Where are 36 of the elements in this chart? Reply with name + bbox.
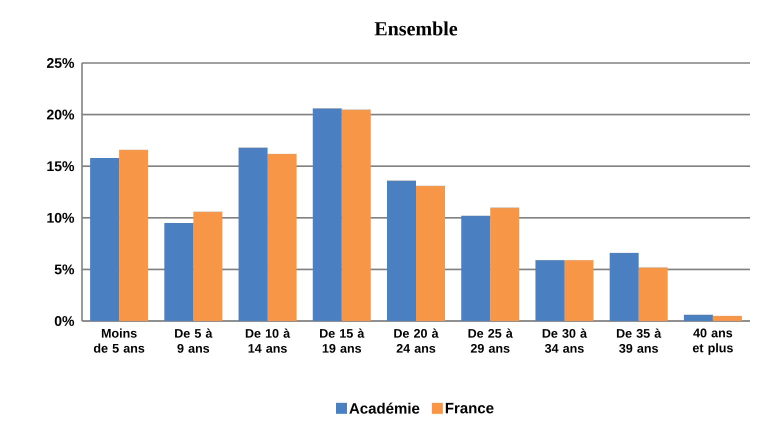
chart-title: Ensemble	[374, 21, 458, 36]
x-tick-label: De 25 à 29 ans	[468, 328, 513, 353]
y-tick-label: 15%	[47, 161, 74, 172]
bar	[119, 150, 148, 321]
bar	[490, 207, 520, 321]
x-tick-label: De 20 à 24 ans	[394, 328, 439, 353]
bar	[684, 314, 713, 321]
legend-label: France	[446, 402, 494, 414]
legend-label: Académie	[349, 402, 420, 414]
bar	[164, 222, 194, 321]
bar	[312, 108, 342, 321]
x-tick-label: De 35 à 39 ans	[616, 328, 662, 353]
bar	[193, 212, 222, 321]
x-tick-label: 40 ans et plus	[692, 328, 733, 355]
bar	[416, 186, 445, 321]
y-tick-label: 5%	[54, 264, 74, 274]
y-tick-label: 10%	[47, 212, 74, 223]
bar	[712, 316, 742, 321]
bar	[268, 154, 297, 321]
y-tick-label: 25%	[46, 58, 74, 68]
x-tick-label: De 15 à 19 ans	[320, 328, 364, 353]
bar	[610, 252, 639, 321]
bar	[238, 148, 268, 321]
bar	[461, 216, 490, 321]
bar	[638, 267, 668, 321]
x-tick-label: Moins de 5 ans	[94, 328, 144, 353]
x-tick-label: De 5 à 9 ans	[175, 328, 212, 353]
x-tick-label: De 30 à 34 ans	[542, 328, 588, 353]
bar	[342, 109, 371, 321]
bar	[564, 260, 594, 321]
bar	[90, 158, 120, 321]
y-tick-label: 20%	[46, 110, 74, 120]
y-tick-label: 0%	[54, 316, 74, 326]
x-tick-label: De 10 à 14 ans	[246, 328, 290, 353]
bar	[535, 260, 564, 321]
bar	[387, 180, 416, 321]
